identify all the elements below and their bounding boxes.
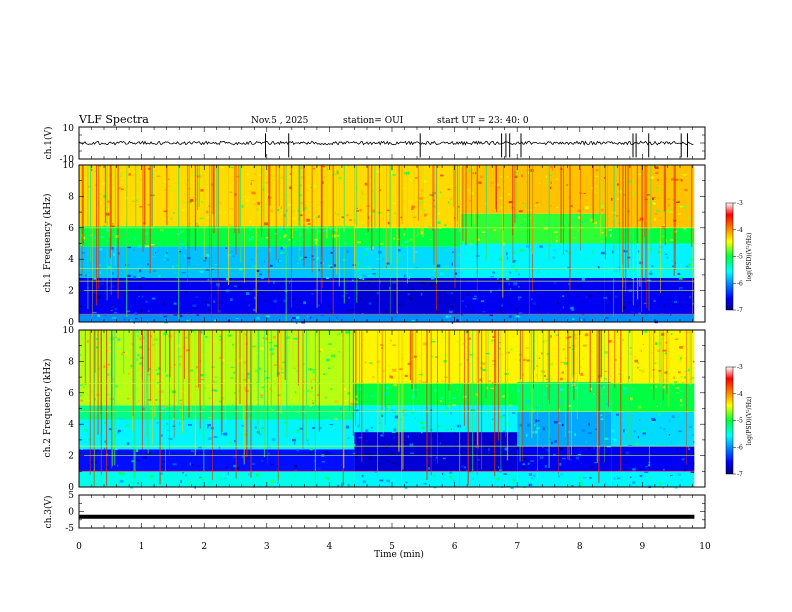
ch1-waveform-trace — [78, 133, 694, 158]
time-axis-tick: 5 — [389, 542, 395, 552]
spectrogram-cell — [611, 446, 695, 472]
spectrogram-cell — [79, 471, 355, 487]
spectrogram-cell — [354, 314, 461, 322]
ch2-spectrogram-panel: 0 2 4 6 8 10 ch.2 Frequency (kHz) -3 -4 -5 -6 -7 … — [42, 326, 753, 493]
figure-title: VLF Spectra — [78, 113, 149, 126]
ch2-colorbar-tick: -7 — [737, 471, 743, 478]
ch1-colorbar-tick: -7 — [737, 307, 743, 314]
spectrogram-cell — [611, 411, 695, 447]
time-axis-tick: 3 — [264, 542, 270, 552]
time-axis-tick: 8 — [577, 542, 583, 552]
ch1-spectrogram-ytick: 0 — [68, 318, 74, 328]
spectrogram-cell — [79, 419, 355, 450]
ch3-ylabel: ch.3(V) — [43, 496, 54, 529]
spectrogram-cell — [460, 314, 605, 322]
time-axis-label: Time (min) — [374, 549, 424, 560]
ch1-ytick-bottom: -10 — [60, 155, 75, 165]
ch2-spectrogram-ticks — [78, 329, 706, 488]
spectrogram-cell — [611, 471, 695, 487]
spectrogram-cell — [611, 330, 695, 384]
ch1-spectrogram-ytick: 4 — [68, 255, 74, 265]
spectrogram-cell — [604, 243, 695, 278]
time-axis-tick: 2 — [201, 542, 207, 552]
time-axis-tick: 4 — [327, 542, 333, 552]
ch1-spectrogram-ytick: 10 — [63, 161, 75, 171]
start-time-label: start UT = 23: 40: 0 — [437, 116, 529, 126]
station-label: station= OUI — [343, 116, 404, 126]
ch1-spectrogram-ylabel: ch.1 Frequency (kHz) — [42, 194, 53, 293]
spectrogram-cell — [604, 278, 695, 315]
ch2-colorbar-tick: -5 — [737, 418, 743, 425]
spectrogram-cell — [79, 330, 355, 406]
ch1-colorbar-tick: -6 — [737, 280, 743, 287]
ch1-spectrogram-ytick: 8 — [68, 192, 74, 202]
ch3-waveform-panel: 5 0 -5 ch.3(V) — [43, 491, 706, 534]
ch1-waveform-panel: 10 -10 ch.1(V) — [43, 124, 706, 165]
spectrogram-cell — [79, 246, 355, 278]
spectrogram-cell — [517, 411, 612, 447]
ch2-spectrogram-ytick: 10 — [63, 326, 75, 336]
ch1-spectrogram-panel: 0 2 4 6 8 10 ch.1 Frequency (kHz) -3 -4 -5 -6 -7 … — [42, 161, 753, 328]
ch1-ticks — [78, 126, 706, 160]
ch3-ytick: -5 — [65, 524, 74, 534]
spectrogram-cell — [354, 432, 518, 472]
time-axis-tick: 0 — [76, 542, 82, 552]
spectrogram-texture — [79, 165, 696, 324]
ch2-colorbar-tick: -4 — [737, 391, 743, 398]
time-axis: 0 1 2 3 4 5 6 7 8 9 10 — [76, 542, 711, 552]
ch1-spectrogram-ytick: 6 — [68, 224, 74, 234]
ch1-spectrogram-ytick: 2 — [68, 287, 74, 297]
date-label: Nov.5 , 2025 — [251, 116, 309, 126]
ch2-spectrogram-ytick: 6 — [68, 389, 74, 399]
ch1-colorbar-tick: -4 — [737, 227, 743, 234]
ch2-colorbar-tick: -6 — [737, 444, 743, 451]
ch2-spectrogram-ytick: 4 — [68, 420, 74, 430]
ch1-ytick-top: 10 — [63, 124, 75, 134]
spectrogram-cell — [517, 330, 612, 382]
ch1-colorbar: -3 -4 -5 -6 -7 log(PSD)(V²/Hz) — [725, 200, 753, 314]
ch2-colorbar: -3 -4 -5 -6 -7 log(PSD)(V²/Hz) — [725, 364, 753, 478]
spectrogram-cell — [79, 449, 355, 472]
spectrogram-cell — [517, 381, 612, 412]
ch1-colorbar-tick: -3 — [737, 200, 743, 207]
time-axis-tick: 7 — [514, 542, 520, 552]
ch2-spectrogram-ytick: 8 — [68, 357, 74, 367]
spectrogram-cell — [604, 227, 695, 244]
spectrogram-cell — [604, 314, 695, 322]
spectrogram-cell — [79, 314, 355, 322]
ch2-spectrogram-map — [79, 330, 705, 490]
ch1-colorbar-tick: -5 — [737, 254, 743, 261]
time-axis-tick: 1 — [139, 542, 145, 552]
ch1-spectrogram-ticks — [78, 164, 706, 323]
spectrogram-texture — [79, 330, 698, 490]
spectrogram-cell — [604, 165, 695, 228]
time-axis-tick: 10 — [699, 542, 711, 552]
ch1-ylabel: ch.1(V) — [43, 127, 54, 160]
spectrogram-cell — [517, 471, 612, 487]
spectrogram-cell — [354, 278, 461, 315]
spectrogram-cell — [354, 405, 518, 433]
ch3-ticks — [78, 494, 706, 529]
ch2-colorbar-tick: -3 — [737, 364, 743, 371]
ch2-spectrogram-ytick: 0 — [68, 483, 74, 493]
ch2-spectrogram-ytick: 2 — [68, 452, 74, 462]
ch2-colorbar-label: log(PSD)(V²/Hz) — [746, 397, 753, 446]
ch3-ytick: 5 — [68, 491, 74, 501]
ch2-spectrogram-ylabel: ch.2 Frequency (kHz) — [42, 359, 53, 458]
ch1-spectrogram-map — [79, 165, 705, 324]
ch3-ytick: 0 — [68, 508, 74, 518]
time-axis-tick: 6 — [452, 542, 458, 552]
ch1-colorbar-label: log(PSD)(V²/Hz) — [746, 233, 753, 282]
spectrogram-cell — [354, 471, 518, 487]
time-axis-tick: 9 — [640, 542, 646, 552]
spectrogram-cell — [354, 383, 518, 406]
